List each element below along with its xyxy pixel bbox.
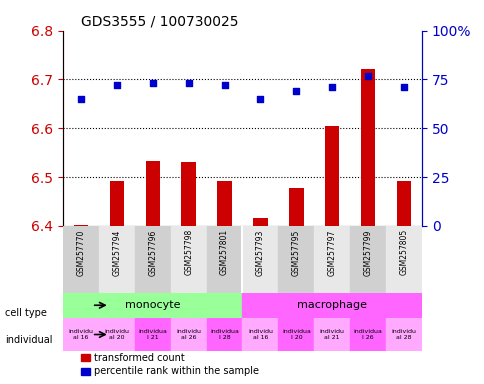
Text: GSM257797: GSM257797 xyxy=(327,229,336,276)
Bar xyxy=(278,318,314,351)
Bar xyxy=(109,181,124,226)
Text: GSM257796: GSM257796 xyxy=(148,229,157,276)
Text: individu
al 16: individu al 16 xyxy=(68,329,93,340)
Bar xyxy=(349,318,385,351)
Text: individua
l 26: individua l 26 xyxy=(353,329,382,340)
Bar xyxy=(63,293,242,318)
Text: GSM257795: GSM257795 xyxy=(291,229,300,276)
Text: individu
al 21: individu al 21 xyxy=(319,329,344,340)
Text: individua
l 20: individua l 20 xyxy=(281,329,310,340)
Bar xyxy=(170,318,206,351)
Bar xyxy=(81,367,90,375)
Point xyxy=(184,80,192,86)
Bar xyxy=(206,318,242,351)
Text: individu
al 20: individu al 20 xyxy=(104,329,129,340)
Text: GSM257798: GSM257798 xyxy=(184,229,193,275)
Bar xyxy=(278,226,314,293)
Text: individu
al 26: individu al 26 xyxy=(176,329,201,340)
Bar xyxy=(145,161,160,226)
Point xyxy=(399,84,407,90)
Bar xyxy=(385,226,421,293)
Text: percentile rank within the sample: percentile rank within the sample xyxy=(93,366,258,376)
Bar xyxy=(99,318,135,351)
Bar xyxy=(63,318,99,351)
Text: individual: individual xyxy=(5,335,52,345)
Bar xyxy=(217,181,231,226)
Bar xyxy=(360,69,375,226)
Text: GSM257801: GSM257801 xyxy=(220,229,228,275)
Bar xyxy=(242,318,278,351)
Text: GSM257794: GSM257794 xyxy=(112,229,121,276)
Point xyxy=(363,73,371,79)
Bar xyxy=(242,293,421,318)
Bar xyxy=(181,162,196,226)
Text: GSM257793: GSM257793 xyxy=(256,229,264,276)
Bar xyxy=(324,126,339,226)
Point xyxy=(256,96,264,102)
Point xyxy=(328,84,335,90)
Text: macrophage: macrophage xyxy=(297,300,366,310)
Bar xyxy=(314,318,349,351)
Text: monocyte: monocyte xyxy=(125,300,180,310)
Text: individua
l 21: individua l 21 xyxy=(138,329,167,340)
Text: individu
al 28: individu al 28 xyxy=(391,329,416,340)
Text: GSM257805: GSM257805 xyxy=(399,229,408,275)
Bar xyxy=(288,188,303,226)
Text: transformed count: transformed count xyxy=(93,353,184,362)
Bar xyxy=(253,218,267,226)
Bar xyxy=(170,226,206,293)
Bar xyxy=(63,226,99,293)
Bar xyxy=(81,354,90,361)
Bar xyxy=(314,226,349,293)
Point xyxy=(77,96,85,102)
Point xyxy=(149,80,156,86)
Text: GSM257770: GSM257770 xyxy=(76,229,85,276)
Text: individu
al 16: individu al 16 xyxy=(247,329,272,340)
Bar xyxy=(349,226,385,293)
Bar xyxy=(385,318,421,351)
Bar xyxy=(74,225,88,226)
Bar xyxy=(135,318,170,351)
Point xyxy=(220,82,228,88)
Text: individua
l 28: individua l 28 xyxy=(210,329,239,340)
Bar xyxy=(206,226,242,293)
Text: GSM257799: GSM257799 xyxy=(363,229,372,276)
Bar xyxy=(242,226,278,293)
Bar xyxy=(99,226,135,293)
Bar xyxy=(396,181,410,226)
Text: GDS3555 / 100730025: GDS3555 / 100730025 xyxy=(81,14,238,28)
Bar xyxy=(135,226,170,293)
Point xyxy=(292,88,300,94)
Point xyxy=(113,82,121,88)
Text: cell type: cell type xyxy=(5,308,46,318)
